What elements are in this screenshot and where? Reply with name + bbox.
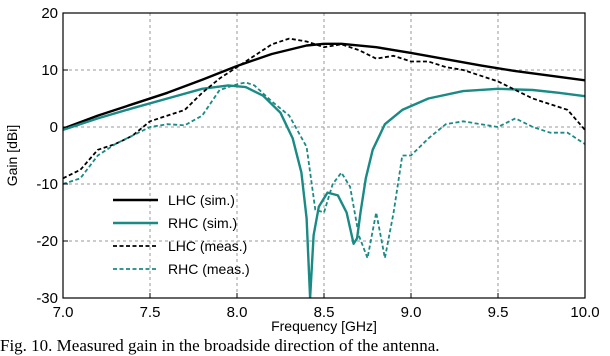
series-line-lhc-sim — [63, 42, 585, 130]
y-tick-label: 20 — [41, 5, 58, 22]
x-tick-label: 10.0 — [570, 304, 599, 321]
x-tick-label: 7.5 — [140, 304, 161, 321]
y-tick-label: -20 — [36, 233, 58, 250]
legend-label: RHC (meas.) — [168, 261, 250, 277]
series-line-rhc-meas — [63, 81, 585, 260]
legend-label: LHC (meas.) — [168, 238, 247, 254]
x-tick-label: 9.0 — [401, 304, 422, 321]
x-axis-label: Frequency [GHz] — [271, 318, 377, 334]
x-tick-label: 7.0 — [53, 304, 74, 321]
plot-area — [63, 13, 585, 298]
y-tick-label: 0 — [50, 119, 58, 136]
figure-caption: Fig. 10. Measured gain in the broadside … — [0, 336, 440, 355]
x-tick-label: 8.5 — [314, 304, 335, 321]
y-tick-label: -30 — [36, 290, 58, 307]
legend-label: RHC (sim.) — [168, 215, 237, 231]
legend-label: LHC (sim.) — [168, 192, 235, 208]
y-tick-label: 10 — [41, 62, 58, 79]
x-tick-label: 9.5 — [488, 304, 509, 321]
legend: LHC (sim.) RHC (sim.) LHC (meas.) RHC (meas… — [113, 192, 250, 277]
series-line-rhc-sim — [63, 84, 585, 298]
y-axis-label: Gain [dBi] — [4, 125, 20, 186]
series-group — [63, 37, 585, 298]
series-line-lhc-meas — [63, 37, 585, 180]
x-tick-label: 8.0 — [227, 304, 248, 321]
y-tick-label: -10 — [36, 176, 58, 193]
